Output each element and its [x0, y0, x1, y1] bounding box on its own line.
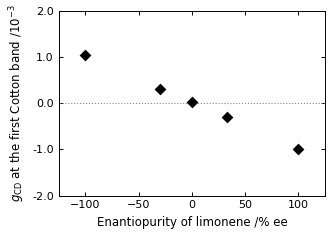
Point	[224, 115, 230, 119]
Point	[296, 148, 301, 151]
Point	[189, 101, 195, 104]
Point	[83, 53, 88, 57]
X-axis label: Enantiopurity of limonene /% ee: Enantiopurity of limonene /% ee	[97, 216, 287, 229]
Y-axis label: $g_{\mathrm{CD}}$ at the first Cotton band /$10^{-3}$: $g_{\mathrm{CD}}$ at the first Cotton ba…	[7, 4, 27, 202]
Point	[157, 88, 163, 91]
